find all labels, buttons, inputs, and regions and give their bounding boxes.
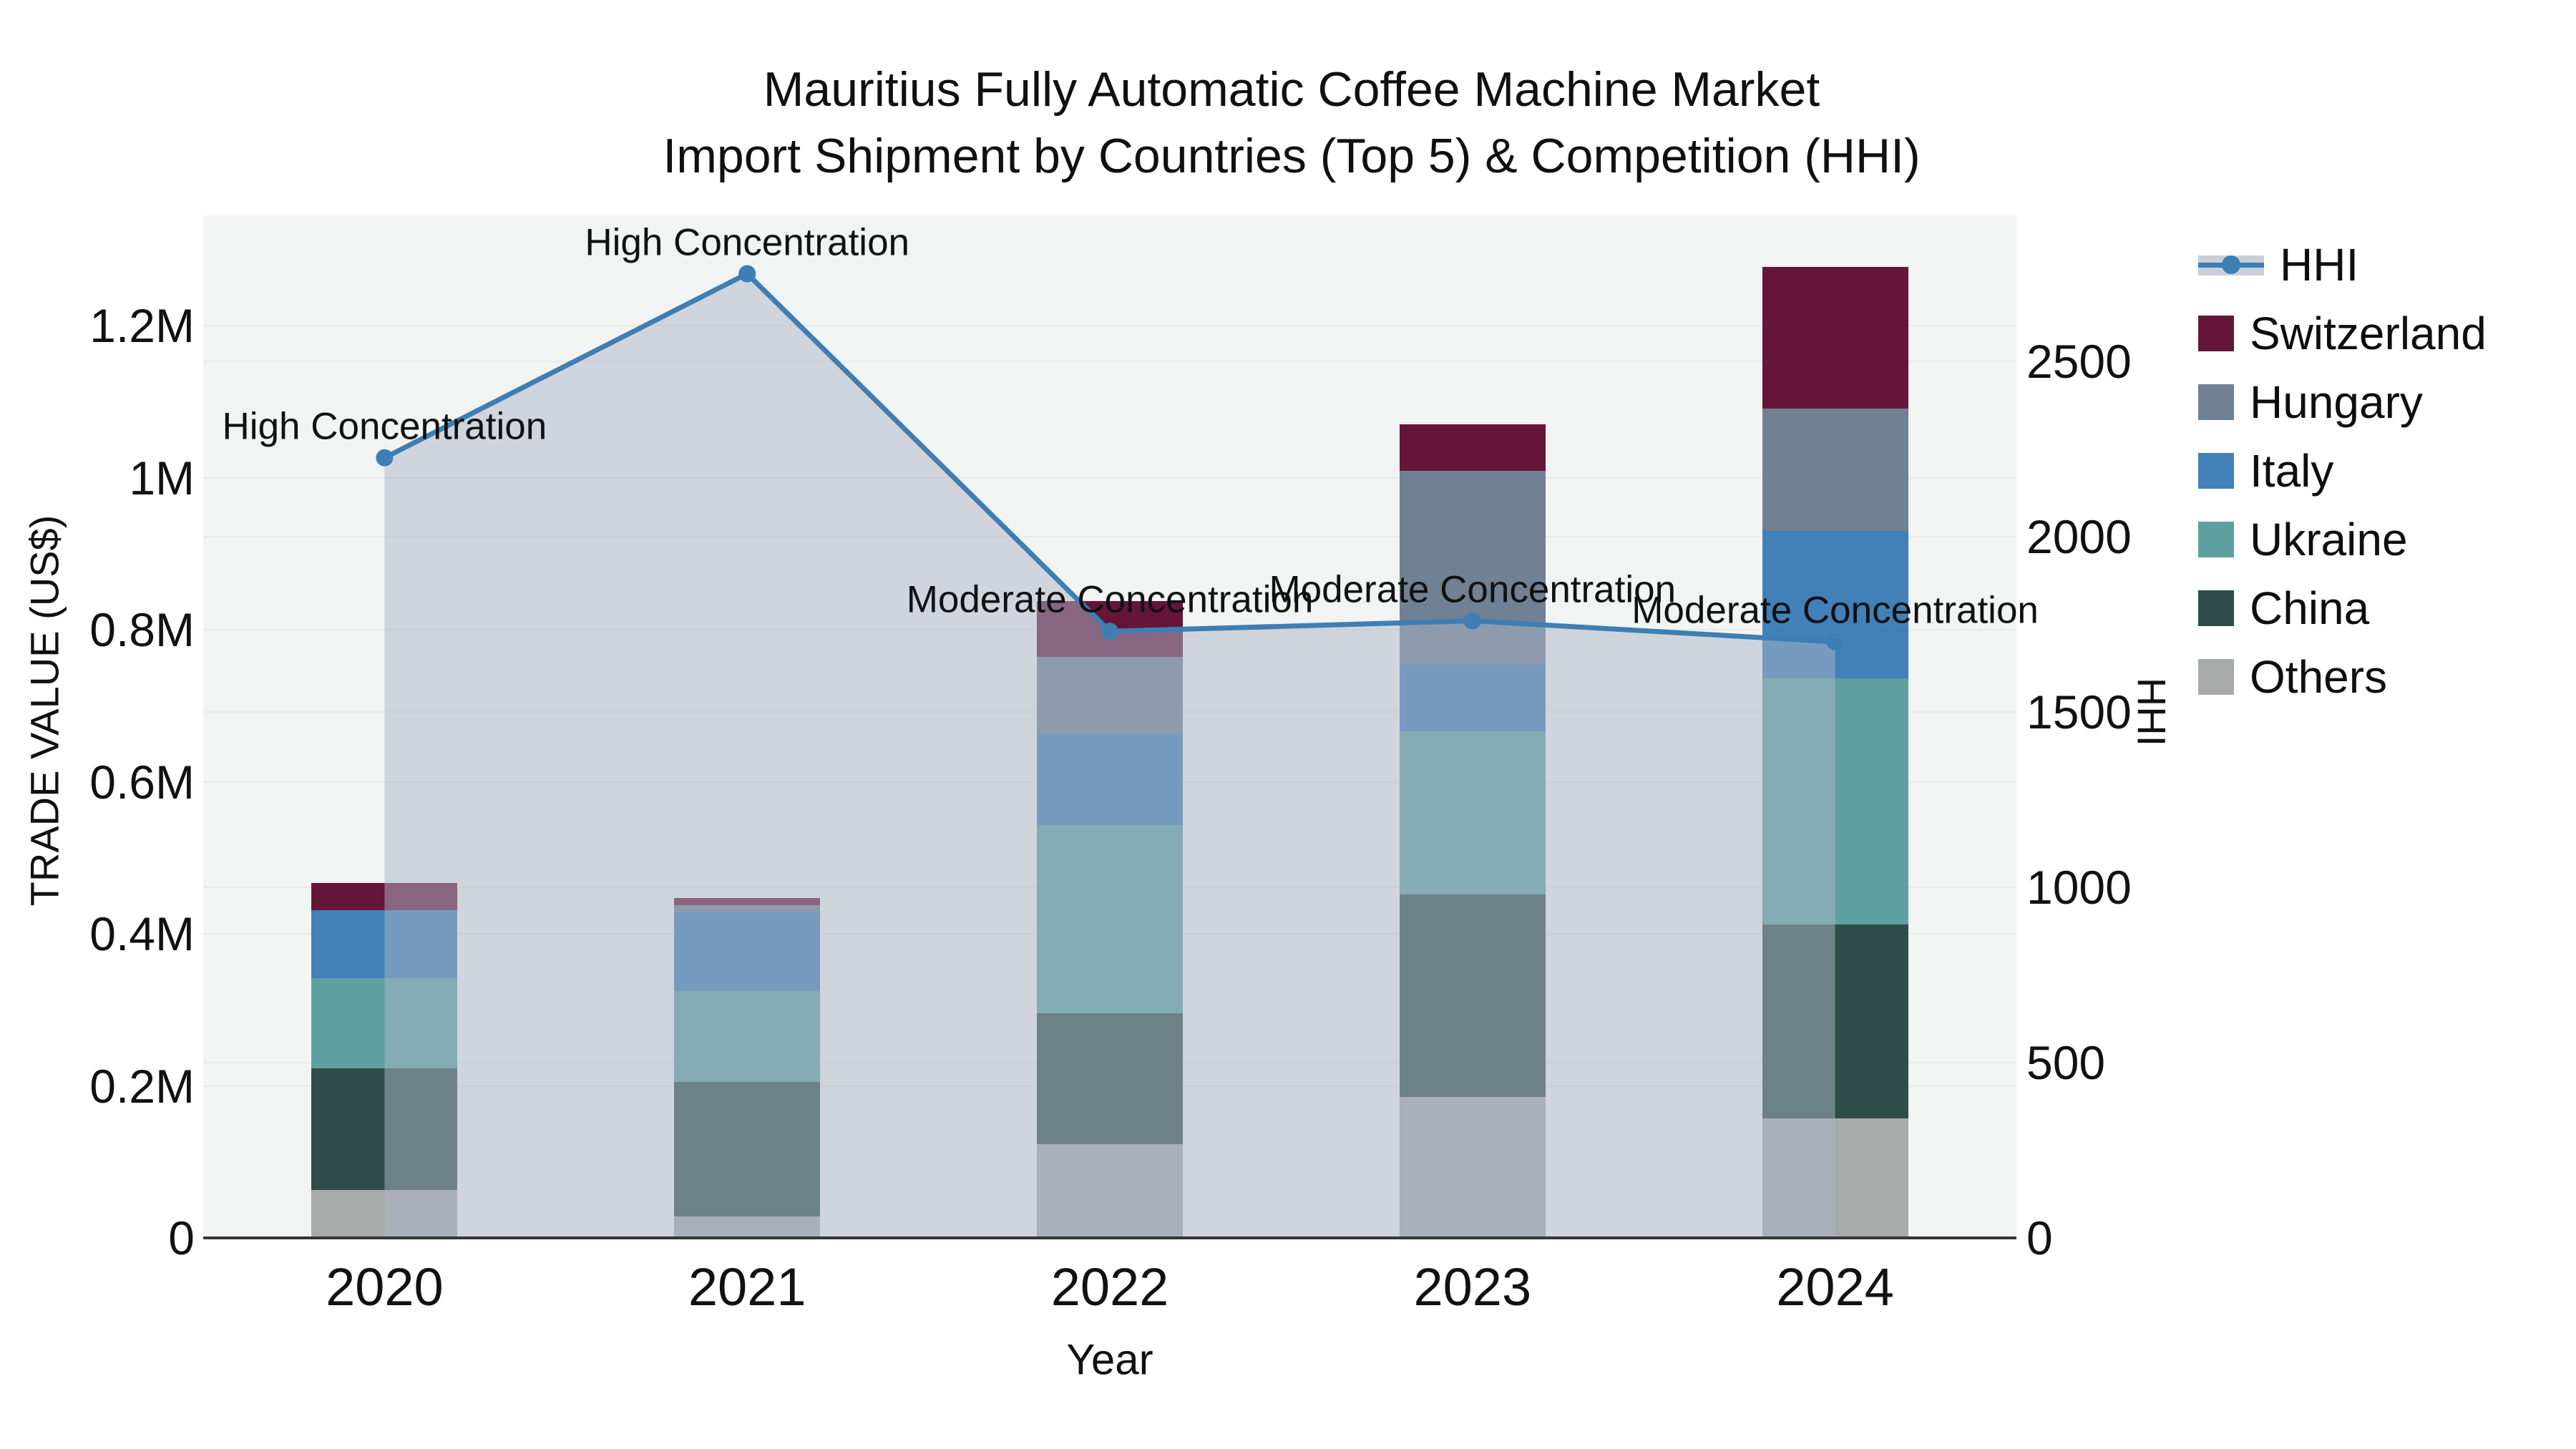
bar-segment-2023-switzerland[interactable]	[1399, 424, 1546, 472]
x-axis-title: Year	[1066, 1335, 1153, 1384]
hhi-marker-2022[interactable]	[1101, 623, 1118, 640]
hhi-marker-2023[interactable]	[1463, 612, 1481, 630]
y-left-tick-0.8M: 0.8M	[89, 603, 195, 657]
hhi-marker-2024[interactable]	[1826, 633, 1844, 650]
y-right-tick-1000: 1000	[2026, 861, 2132, 914]
y-left-tick-0: 0	[168, 1211, 195, 1264]
chart-title-line1: Mauritius Fully Automatic Coffee Machine…	[763, 62, 1820, 117]
legend-hhi-line-icon	[2198, 245, 2264, 285]
y-left-tick-0.4M: 0.4M	[89, 907, 195, 961]
annotation-2021: High Concentration	[585, 221, 910, 263]
gridline-left-1.2M	[203, 325, 2016, 327]
x-tick-2024: 2024	[1776, 1257, 1894, 1317]
x-tick-2022: 2022	[1050, 1257, 1169, 1317]
legend-label-hhi: HHI	[2280, 239, 2359, 291]
annotation-2023: Moderate Concentration	[1269, 568, 1677, 611]
legend: HHI Switzerland Hungary Italy Ukraine China Ot…	[2198, 230, 2487, 711]
legend-label-china: China	[2250, 582, 2370, 634]
legend-item-hhi[interactable]: HHI	[2198, 230, 2487, 299]
gridline-left-1M	[203, 477, 2016, 479]
legend-swatch-china	[2198, 590, 2234, 626]
y-right-tick-0: 0	[2026, 1211, 2053, 1264]
y-right-tick-2500: 2500	[2026, 335, 2132, 388]
y-right-tick-1500: 1500	[2026, 686, 2132, 738]
annotation-2024: Moderate Concentration	[1631, 589, 2039, 632]
bar-segment-2024-switzerland[interactable]	[1762, 267, 1908, 409]
legend-swatch-others	[2198, 659, 2234, 695]
legend-label-others: Others	[2250, 651, 2388, 703]
y-left-tick-0.6M: 0.6M	[89, 755, 195, 809]
annotation-2020: High Concentration	[222, 405, 547, 448]
legend-item-switzerland[interactable]: Switzerland	[2198, 299, 2487, 368]
x-tick-2023: 2023	[1413, 1257, 1532, 1317]
y-left-tick-0.2M: 0.2M	[89, 1059, 195, 1113]
legend-swatch-italy	[2198, 453, 2234, 489]
x-tick-2020: 2020	[326, 1257, 444, 1317]
y-left-tick-1M: 1M	[129, 451, 195, 504]
y-right-tick-2000: 2000	[2026, 510, 2132, 563]
legend-swatch-ukraine	[2198, 522, 2234, 557]
legend-item-others[interactable]: Others	[2198, 643, 2487, 711]
hhi-area-fill	[384, 273, 1835, 1238]
legend-item-hungary[interactable]: Hungary	[2198, 368, 2487, 436]
y-left-axis-title: TRADE VALUE (US$)	[21, 514, 67, 907]
legend-item-italy[interactable]: Italy	[2198, 436, 2487, 505]
legend-hhi-dot-icon	[2222, 255, 2240, 274]
gridline-right-2500	[203, 361, 2016, 362]
legend-swatch-hungary	[2198, 384, 2234, 420]
y-right-axis-title: HHI	[2129, 677, 2175, 747]
legend-label-hungary: Hungary	[2250, 376, 2423, 428]
bar-segment-2024-hungary[interactable]	[1762, 408, 1908, 531]
hhi-marker-2020[interactable]	[376, 449, 394, 467]
gridline-right-2000	[203, 536, 2016, 537]
hhi-marker-2021[interactable]	[738, 265, 756, 283]
x-axis-line	[203, 1236, 2016, 1239]
legend-swatch-switzerland	[2198, 316, 2234, 351]
legend-label-switzerland: Switzerland	[2250, 308, 2487, 359]
y-right-tick-500: 500	[2026, 1036, 2106, 1089]
legend-label-ukraine: Ukraine	[2250, 514, 2408, 565]
legend-label-italy: Italy	[2250, 445, 2334, 497]
x-tick-2021: 2021	[688, 1257, 806, 1317]
annotation-2022: Moderate Concentration	[906, 578, 1314, 621]
y-left-tick-1.2M: 1.2M	[89, 299, 195, 353]
chart-title-line2: Import Shipment by Countries (Top 5) & C…	[663, 129, 1921, 183]
legend-item-china[interactable]: China	[2198, 574, 2487, 643]
legend-item-ukraine[interactable]: Ukraine	[2198, 505, 2487, 574]
